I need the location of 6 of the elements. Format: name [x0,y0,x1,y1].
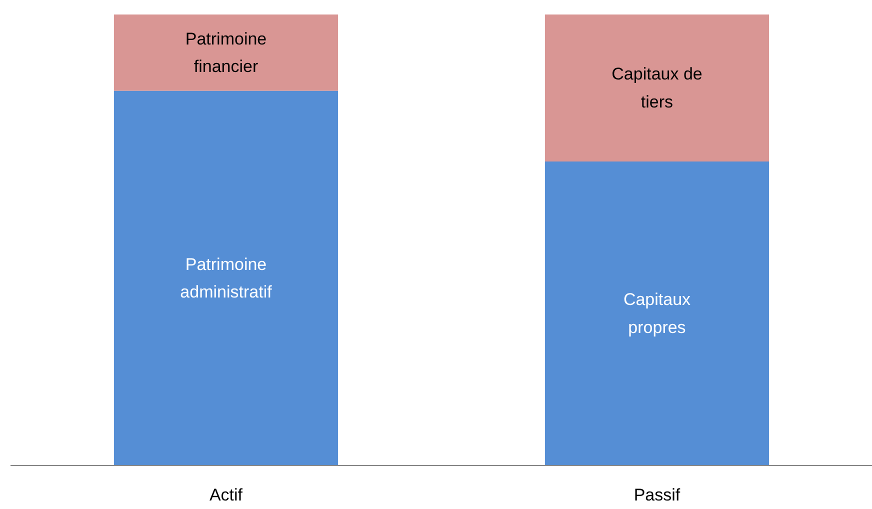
x-tick-label: Passif [634,486,680,504]
series-label: Capitaux propres [623,290,692,337]
series-label: Patrimoine financier [185,29,267,76]
series-label: Capitaux de tiers [612,64,702,112]
x-tick-label: Actif [209,486,243,504]
series-label: Patrimoine administratif [180,254,272,302]
